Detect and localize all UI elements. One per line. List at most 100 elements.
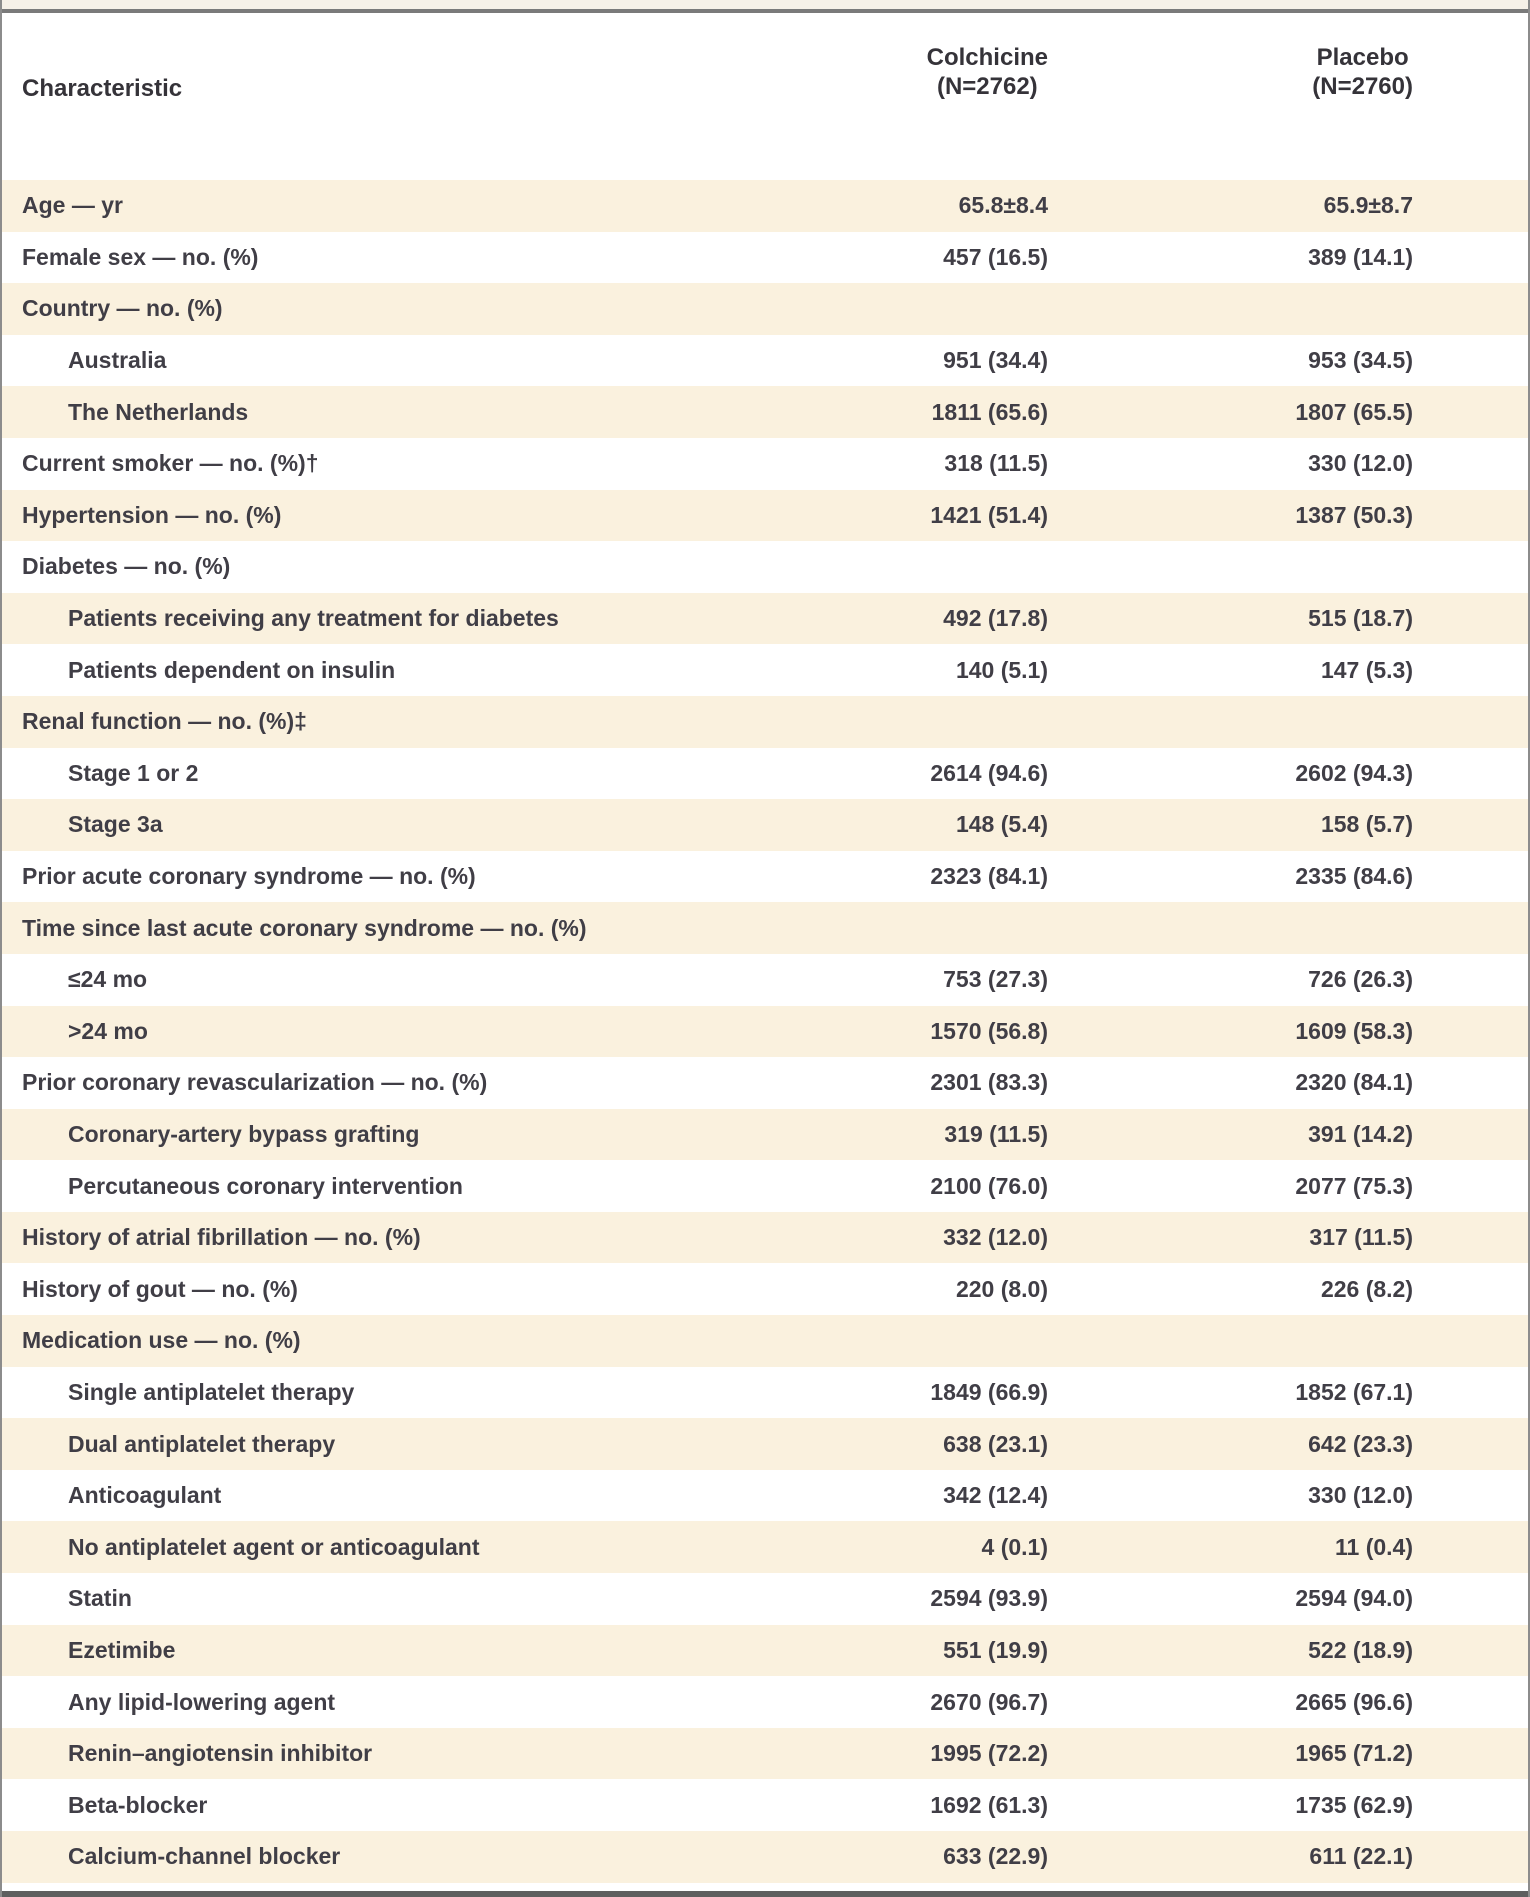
table-row: History of atrial fibrillation — no. (%)…: [2, 1211, 1528, 1264]
placebo-value: 317 (11.5): [1309, 1224, 1413, 1251]
table-row: Stage 1 or 2 2614 (94.6) 2602 (94.3): [2, 747, 1528, 800]
table-row: Single antiplatelet therapy 1849 (66.9) 18…: [2, 1366, 1528, 1419]
row-label: Renin–angiotensin inhibitor: [68, 1740, 373, 1767]
table-row: Statin 2594 (93.9) 2594 (94.0): [2, 1573, 1528, 1625]
table-row: History of gout — no. (%) 220 (8.0) 226 (8…: [2, 1263, 1528, 1316]
placebo-value: 147 (5.3): [1320, 656, 1413, 683]
placebo-value: 515 (18.7): [1308, 605, 1413, 632]
table-row: Hypertension — no. (%) 1421 (51.4) 1387 (5…: [2, 489, 1528, 542]
placebo-value: 953 (34.5): [1308, 347, 1413, 374]
row-label: Beta-blocker: [68, 1791, 208, 1818]
row-label: Australia: [68, 347, 167, 374]
table-row: Age — yr 65.8±8.4 65.9±8.7: [2, 180, 1528, 232]
row-label: Diabetes — no. (%): [22, 553, 231, 580]
placebo-value: 642 (23.3): [1308, 1430, 1413, 1457]
colchicine-value: 2594 (93.9): [930, 1585, 1048, 1612]
placebo-value: 226 (8.2): [1320, 1275, 1413, 1302]
row-label: Single antiplatelet therapy: [68, 1378, 355, 1405]
table-row: Prior coronary revascularization — no. (…: [2, 1057, 1528, 1109]
placebo-value: 391 (14.2): [1308, 1120, 1413, 1147]
placebo-value: 11 (0.4): [1335, 1533, 1413, 1560]
placebo-value: 2320 (84.1): [1295, 1069, 1413, 1096]
table-row: >24 mo 1570 (56.8) 1609 (58.3): [2, 1005, 1528, 1058]
row-label: Dual antiplatelet therapy: [68, 1430, 336, 1457]
colchicine-value: 1421 (51.4): [930, 501, 1048, 528]
placebo-group-n: (N=2760): [1312, 73, 1413, 101]
placebo-value: 1965 (71.2): [1295, 1740, 1413, 1767]
table-bottom-rule: [2, 1891, 1528, 1897]
colchicine-group-n: (N=2762): [936, 73, 1038, 101]
placebo-value: 522 (18.9): [1308, 1636, 1413, 1663]
colchicine-value: 2614 (94.6): [930, 759, 1048, 786]
placebo-value: 330 (12.0): [1308, 1482, 1413, 1509]
placebo-value: 2602 (94.3): [1295, 759, 1413, 786]
table-row: No antiplatelet agent or anticoagulant 4 …: [2, 1521, 1528, 1574]
column-header-placebo: Placebo (N=2760): [1183, 13, 1413, 180]
table-row: The Netherlands 1811 (65.6) 1807 (65.5): [2, 386, 1528, 438]
colchicine-value: 2670 (96.7): [930, 1688, 1048, 1715]
placebo-group-name: Placebo: [1316, 44, 1409, 71]
colchicine-value: 4 (0.1): [981, 1533, 1048, 1560]
row-label: Any lipid-lowering agent: [68, 1688, 336, 1715]
row-label: Anticoagulant: [68, 1482, 222, 1509]
colchicine-value: 951 (34.4): [943, 347, 1048, 374]
placebo-value: 611 (22.1): [1309, 1843, 1413, 1870]
row-label: ≤24 mo: [68, 966, 148, 993]
row-label: Percutaneous coronary intervention: [68, 1172, 463, 1199]
row-label: Prior acute coronary syndrome — no. (%): [22, 863, 476, 890]
table-row: Country — no. (%): [2, 283, 1528, 335]
colchicine-value: 492 (17.8): [943, 605, 1048, 632]
colchicine-value: 753 (27.3): [943, 966, 1048, 993]
row-label: No antiplatelet agent or anticoagulant: [68, 1533, 480, 1560]
colchicine-value: 148 (5.4): [955, 811, 1048, 838]
row-label: Calcium-channel blocker: [68, 1843, 341, 1870]
row-label: >24 mo: [68, 1017, 148, 1044]
table-row: Any lipid-lowering agent 2670 (96.7) 2665 …: [2, 1676, 1528, 1728]
colchicine-value: 319 (11.5): [944, 1120, 1048, 1147]
table-row: Stage 3a 148 (5.4) 158 (5.7): [2, 799, 1528, 851]
colchicine-group-name: Colchicine: [926, 44, 1048, 71]
colchicine-value: 342 (12.4): [943, 1482, 1048, 1509]
table-row: Prior acute coronary syndrome — no. (%) 2…: [2, 850, 1528, 903]
colchicine-value: 1995 (72.2): [930, 1740, 1048, 1767]
table-row: Australia 951 (34.4) 953 (34.5): [2, 334, 1528, 387]
row-label: Prior coronary revascularization — no. (…: [22, 1069, 488, 1096]
colchicine-value: 2100 (76.0): [930, 1172, 1048, 1199]
row-label: The Netherlands: [68, 398, 249, 425]
row-label: History of atrial fibrillation — no. (%): [22, 1224, 421, 1251]
table-row: Renin–angiotensin inhibitor 1995 (72.2) 19…: [2, 1727, 1528, 1780]
table-row: Ezetimibe 551 (19.9) 522 (18.9): [2, 1624, 1528, 1677]
table-row: Medication use — no. (%): [2, 1315, 1528, 1367]
row-label: Age — yr: [22, 192, 123, 219]
colchicine-value: 551 (19.9): [943, 1636, 1048, 1663]
colchicine-value: 1570 (56.8): [930, 1017, 1048, 1044]
table-row: Beta-blocker 1692 (61.3) 1735 (62.9): [2, 1779, 1528, 1831]
placebo-value: 1852 (67.1): [1295, 1378, 1413, 1405]
placebo-value: 1735 (62.9): [1295, 1791, 1413, 1818]
table-header-row: Characteristic Colchicine (N=2762) Place…: [2, 13, 1528, 180]
table-row: Calcium-channel blocker 633 (22.9) 611 (22…: [2, 1831, 1528, 1883]
colchicine-value: 332 (12.0): [943, 1224, 1048, 1251]
row-label: Stage 3a: [68, 811, 163, 838]
table-row: Percutaneous coronary intervention 2100 (…: [2, 1160, 1528, 1212]
colchicine-value: 1692 (61.3): [930, 1791, 1048, 1818]
colchicine-value: 457 (16.5): [943, 243, 1048, 270]
row-label: Female sex — no. (%): [22, 243, 259, 270]
table-top-rule: [2, 9, 1528, 13]
colchicine-value: 65.8±8.4: [958, 192, 1048, 219]
placebo-value: 2335 (84.6): [1295, 863, 1413, 890]
column-header-characteristic: Characteristic: [22, 75, 183, 102]
placebo-value: 2594 (94.0): [1295, 1585, 1413, 1612]
table-row: Female sex — no. (%) 457 (16.5) 389 (14.1): [2, 231, 1528, 284]
row-label: Statin: [68, 1585, 132, 1612]
row-label: Current smoker — no. (%)†: [22, 450, 319, 477]
table-row: Patients receiving any treatment for dia…: [2, 592, 1528, 645]
column-header-colchicine: Colchicine (N=2762): [823, 13, 1048, 180]
placebo-value: 726 (26.3): [1308, 966, 1413, 993]
row-label: Coronary-artery bypass grafting: [68, 1120, 420, 1147]
placebo-value: 2077 (75.3): [1295, 1172, 1413, 1199]
row-label: Renal function — no. (%)‡: [22, 708, 307, 735]
row-label: Stage 1 or 2: [68, 759, 199, 786]
table-row: Time since last acute coronary syndrome …: [2, 902, 1528, 954]
